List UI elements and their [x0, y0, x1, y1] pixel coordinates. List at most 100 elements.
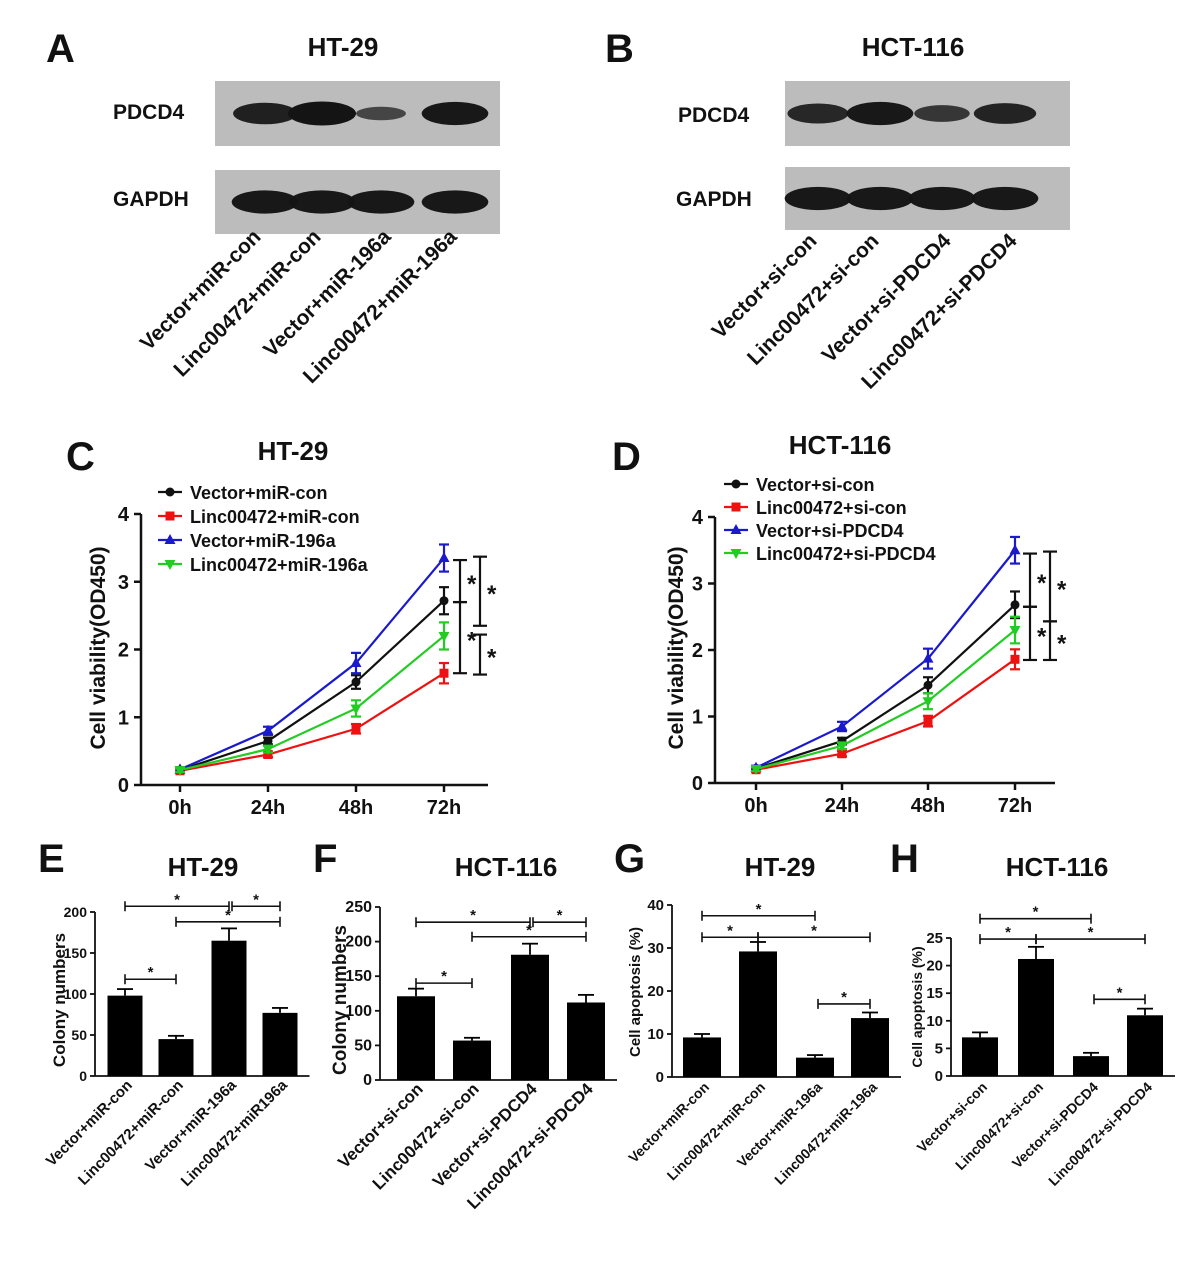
chart-e-category-label: Vector+miR-196a — [142, 1076, 240, 1174]
panel-letter-b: B — [605, 27, 634, 71]
chart-g-bar — [796, 1057, 834, 1077]
chart-g-ytick-label: 10 — [647, 1026, 664, 1043]
blot-a-image — [215, 81, 500, 234]
panel-letter-g: G — [614, 837, 645, 881]
chart-g-ylabel: Cell apoptosis (%) — [627, 927, 644, 1057]
significance-star: * — [756, 901, 762, 918]
chart-d-data-point — [836, 720, 848, 731]
chart-c: C HT-29 0 1 2 3 4 0h 24h 48h 72h Cell viability(OD4… — [66, 435, 497, 819]
blot-b-band-1-1 — [787, 103, 849, 124]
legend-marker — [731, 479, 741, 489]
chart-f-bar — [453, 1040, 491, 1080]
blot-b-band-2-1 — [784, 186, 852, 211]
chart-h-significance-bracket: * — [979, 904, 1092, 924]
blot-a-band-2-3 — [347, 190, 415, 214]
blot-a-band-2-2 — [288, 190, 356, 214]
chart-h-bar — [962, 1037, 998, 1076]
chart-c-series-line — [179, 557, 445, 771]
legend-entry-label: Linc00472+si-con — [756, 498, 907, 518]
chart-c-legend: Vector+miR-con Linc00472+miR-con Vector+mi… — [158, 483, 369, 575]
chart-f-ylabel: Colony numbers — [330, 925, 351, 1075]
chart-e-title: HT-29 — [168, 852, 239, 882]
significance-star: * — [148, 964, 154, 981]
chart-g-ytick-label: 20 — [647, 983, 664, 1000]
chart-g-category-label: Linc00472+miR-con — [664, 1079, 769, 1184]
significance-star: * — [1037, 623, 1047, 650]
chart-d-series-line — [755, 658, 1016, 771]
chart-d-data-point — [922, 697, 934, 708]
legend-entry-label: Linc00472+si-PDCD4 — [756, 544, 936, 564]
chart-d-data-point — [1010, 654, 1020, 664]
chart-d-significance-bracket: * — [1023, 552, 1047, 608]
chart-c-data-point — [263, 736, 273, 746]
significance-star: * — [253, 891, 259, 908]
chart-h-bar — [1018, 958, 1054, 1076]
blot-a-band-2-4 — [421, 190, 489, 214]
chart-f-category-label: Vector+si-PDCD4 — [429, 1079, 541, 1191]
chart-e-significance-bracket: * — [124, 891, 230, 912]
chart-c-series-line — [179, 672, 445, 772]
chart-c-ytick-label: 2 — [118, 640, 129, 662]
chart-c-xtick-label: 48h — [339, 797, 373, 819]
significance-star: * — [811, 922, 817, 939]
chart-e: E HT-29 0 50 100 150 200 Colony numbers Vector+m… — [38, 837, 310, 1190]
chart-h-ytick-label: 25 — [926, 930, 943, 947]
chart-d-data-point — [837, 749, 847, 759]
chart-h-bar — [1127, 1015, 1163, 1076]
legend-entry-label: Vector+si-con — [756, 475, 875, 495]
chart-f-significance-bracket: * — [415, 968, 473, 989]
legend-entry-label: Linc00472+miR-con — [190, 507, 360, 527]
blot-b-band-label-1: PDCD4 — [678, 104, 750, 127]
chart-d-series-1 — [751, 590, 1020, 773]
panel-letter-f: F — [313, 837, 337, 881]
chart-e-ytick-label: 50 — [71, 1027, 87, 1043]
chart-e-significance-bracket: * — [231, 891, 281, 912]
chart-h-category-label: Linc00472+si-PDCD4 — [1045, 1079, 1155, 1189]
chart-e-ytick-label: 200 — [64, 904, 88, 920]
chart-c-data-point — [438, 552, 450, 563]
chart-c-data-point — [350, 657, 362, 668]
significance-star: * — [1005, 924, 1011, 941]
panel-letter-e: E — [38, 837, 65, 881]
panel-letter-a: A — [46, 27, 75, 71]
chart-d-data-point — [923, 716, 933, 726]
blot-b-band-2-3 — [908, 186, 976, 211]
legend-marker — [730, 549, 742, 559]
chart-c-significance-bracket: * — [453, 558, 477, 604]
chart-g-title: HT-29 — [745, 852, 816, 882]
chart-g-ytick-label: 40 — [647, 897, 664, 914]
chart-d-data-point — [923, 680, 933, 690]
blot-b-band-2-4 — [971, 186, 1039, 211]
chart-g-bar — [683, 1037, 721, 1077]
chart-c-significance-bracket: * — [453, 600, 477, 675]
chart-c-data-point — [262, 745, 274, 756]
chart-g-ytick-label: 30 — [647, 940, 664, 957]
chart-d-significance-bracket: * — [1043, 620, 1067, 662]
blot-a-band-1-1 — [233, 102, 297, 125]
significance-star: * — [467, 628, 477, 655]
significance-star: * — [1057, 576, 1067, 603]
chart-f-ytick-label: 50 — [354, 1037, 372, 1054]
chart-c-data-point — [351, 724, 361, 734]
blot-b-lane-1: Vector+si-con — [707, 229, 821, 343]
chart-h-ylabel: Cell apoptosis (%) — [909, 946, 925, 1067]
chart-c-title: HT-29 — [258, 436, 329, 466]
significance-star: * — [727, 922, 733, 939]
chart-d-ytick-label: 2 — [692, 640, 703, 662]
chart-d-xtick-label: 72h — [998, 795, 1032, 817]
significance-star: * — [1037, 570, 1047, 597]
chart-h-ytick-label: 15 — [926, 985, 943, 1002]
chart-e-ytick-label: 150 — [64, 945, 88, 961]
chart-d-xtick-label: 0h — [744, 795, 767, 817]
chart-c-series-line — [179, 635, 445, 772]
chart-g-significance-bracket: * — [701, 922, 759, 943]
chart-d-data-point — [1009, 544, 1021, 555]
significance-star: * — [557, 907, 563, 924]
significance-star: * — [487, 581, 497, 608]
chart-d-series-line — [755, 629, 1016, 771]
significance-star: * — [487, 645, 497, 672]
chart-c-data-point — [350, 704, 362, 715]
chart-c-xtick-label: 24h — [251, 797, 285, 819]
